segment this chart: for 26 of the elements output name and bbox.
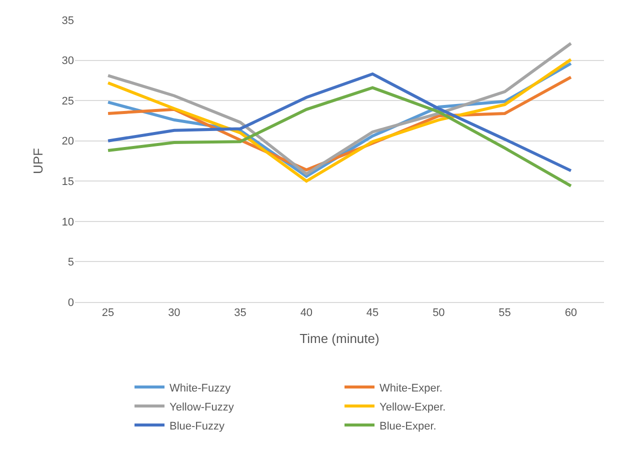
y-tick-label: 5 — [68, 256, 74, 269]
y-axis-title: UPF — [30, 148, 46, 174]
x-tick-label: 45 — [366, 307, 379, 320]
y-tick-label: 10 — [62, 216, 74, 228]
line-series — [106, 86, 572, 188]
y-tick-label: 0 — [68, 296, 74, 309]
legend-label: Blue-Fuzzy — [170, 420, 226, 432]
legend-label: Yellow-Fuzzy — [170, 401, 234, 414]
y-tick-label: 20 — [62, 136, 74, 148]
y-tick-label: 30 — [62, 55, 74, 68]
y-tick-label: 25 — [62, 95, 74, 108]
legend-label: Yellow-Exper. — [380, 401, 446, 414]
x-tick-label: 30 — [168, 307, 180, 320]
legend-label: Blue-Exper. — [380, 420, 436, 432]
line-series — [106, 42, 572, 176]
x-tick-label: 35 — [234, 307, 246, 320]
y-tick-label: 35 — [62, 14, 74, 27]
legend-label: White-Exper. — [380, 382, 442, 394]
x-tick-label: 55 — [498, 307, 511, 320]
x-tick-label: 50 — [432, 307, 445, 320]
x-tick-label: 40 — [300, 307, 313, 320]
x-tick-label: 25 — [102, 307, 114, 320]
y-tick-label: 15 — [62, 176, 74, 188]
x-tick-label: 60 — [564, 307, 578, 320]
legend-label: White-Fuzzy — [170, 382, 232, 394]
x-axis-title: Time (minute) — [300, 330, 380, 346]
